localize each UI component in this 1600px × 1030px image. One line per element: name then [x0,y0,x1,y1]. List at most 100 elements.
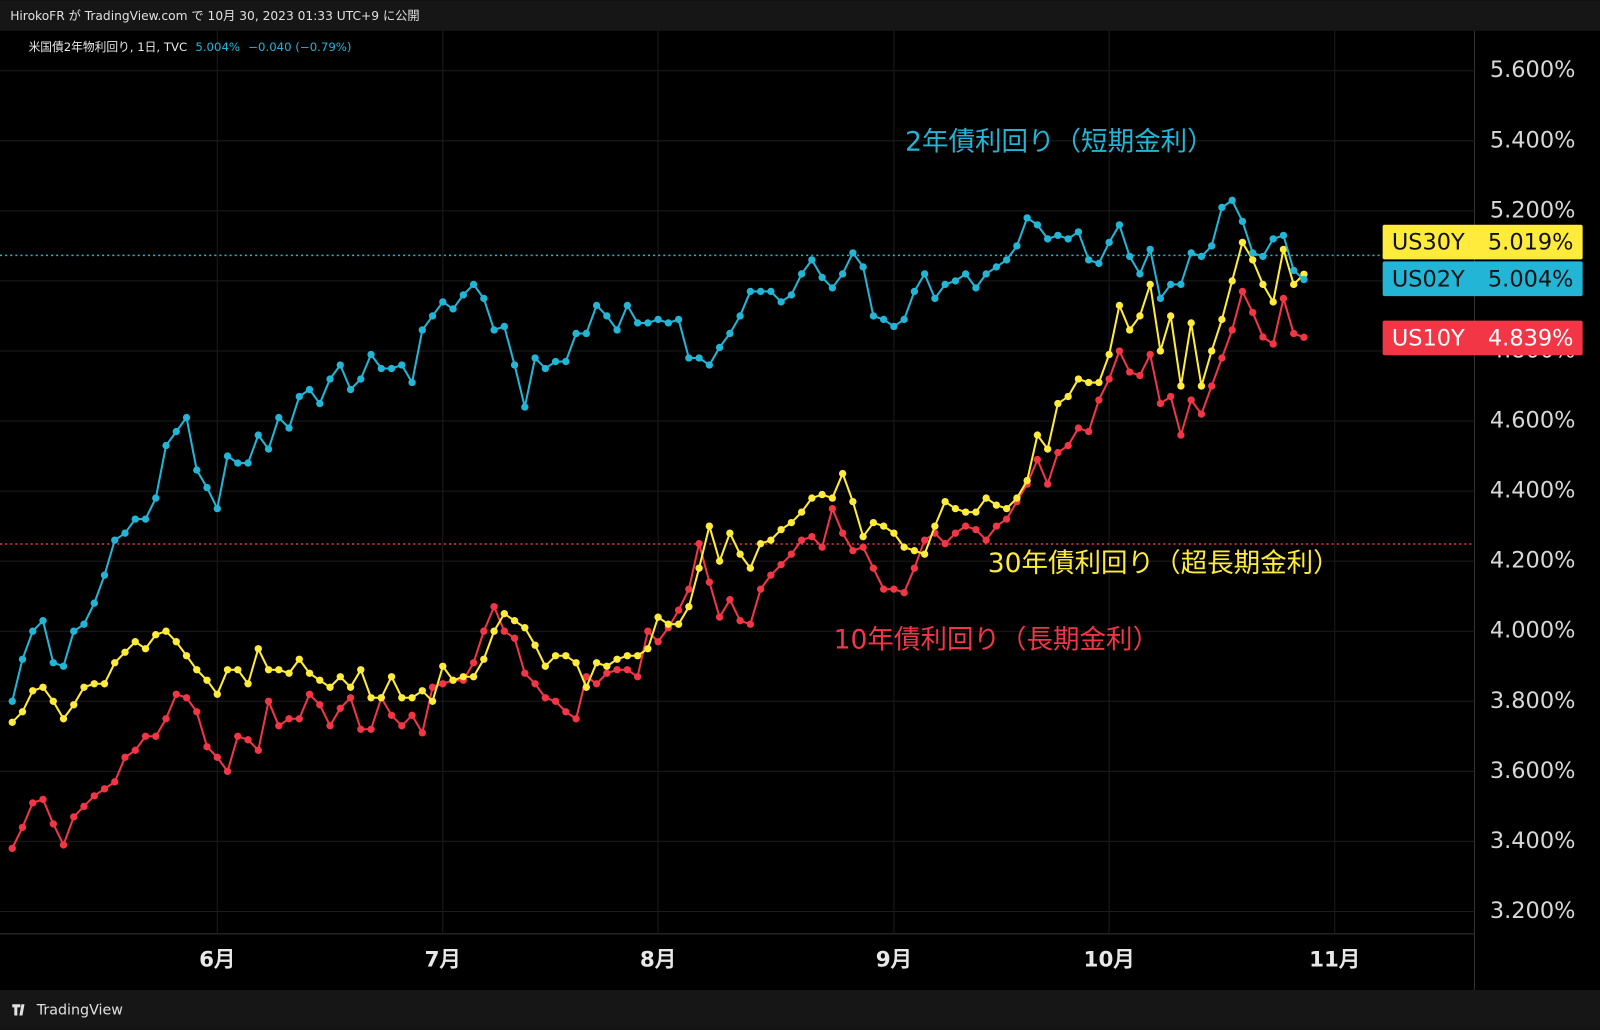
data-point [398,361,406,369]
data-point [234,459,242,467]
data-point [1197,252,1206,261]
data-point [111,778,119,786]
data-point [39,795,47,804]
data-point [428,697,437,705]
data-point [1269,298,1277,306]
data-point [182,413,191,422]
data-point [1279,245,1288,254]
data-point [818,543,826,551]
data-point [459,291,467,299]
data-point [736,312,744,320]
data-point [285,669,293,677]
data-point [623,666,632,674]
header-bar [0,0,1600,31]
data-point [193,466,201,474]
data-point [285,424,293,432]
annotation: 2年債利回り（短期金利） [905,127,1214,158]
price-label-value: 4.839% [1488,325,1574,351]
data-point [1259,252,1267,261]
data-point [1156,347,1165,355]
data-point [8,718,16,726]
data-point [1013,242,1021,250]
data-point [879,585,888,593]
data-point [715,343,724,352]
data-point [767,536,775,544]
data-point [1279,231,1288,240]
data-point [8,844,16,853]
data-point [408,711,416,719]
data-point [941,497,949,506]
data-point [213,504,221,513]
data-point [756,585,765,593]
data-point [972,525,980,534]
data-point [787,291,796,299]
data-point [203,676,211,684]
data-point [1249,308,1257,317]
data-point [1208,382,1216,390]
data-point [193,708,201,716]
data-point [18,655,27,663]
data-point [1136,371,1144,380]
data-point [685,585,693,593]
data-point [674,620,683,628]
price-label-box [1382,224,1583,260]
data-point [439,680,447,688]
data-point [920,270,929,278]
data-point [849,546,857,555]
data-point [131,515,139,523]
data-point [1290,329,1298,338]
data-point [736,550,744,558]
data-point [254,645,262,653]
data-point [715,557,724,565]
data-point [367,725,375,733]
data-point [1033,455,1042,464]
data-point [1064,235,1072,243]
footer-brand: TradingView [36,1002,124,1018]
data-point [859,543,867,551]
data-point [941,280,949,289]
data-point [613,666,621,674]
data-point [992,263,1001,271]
data-point [469,673,478,681]
data-point [1136,312,1144,320]
data-point [80,683,88,691]
data-point [767,571,775,579]
data-point [685,354,693,362]
grid [0,30,1475,934]
data-point [500,322,508,331]
data-point [562,652,570,660]
y-tick-label: 5.200% [1490,197,1576,223]
data-point [70,627,78,635]
data-point [756,287,765,296]
data-point [920,550,929,558]
data-point [736,617,744,625]
data-point [1125,368,1134,376]
data-point [674,315,683,324]
y-tick-label: 4.000% [1490,618,1576,644]
data-point [951,277,960,285]
data-point [1095,378,1103,387]
data-point [29,627,37,635]
data-point [572,715,580,723]
data-point [797,536,806,544]
data-point [521,624,529,632]
data-point [787,550,796,558]
plot [0,196,1475,853]
data-point [674,606,683,614]
data-point [387,364,396,373]
data-point [295,655,303,663]
y-tick-label: 3.200% [1490,898,1576,924]
data-point [367,694,375,702]
data-point [8,697,16,705]
data-point [152,494,160,502]
data-point [480,294,488,303]
data-point [685,603,693,611]
price-label-box [1382,320,1583,356]
legend-change: −0.040 (−0.79%) [248,40,351,54]
data-point [551,697,560,705]
data-point [70,813,78,821]
data-point [305,690,314,698]
data-point [70,701,78,709]
data-point [1249,256,1257,264]
data-point [1074,375,1083,383]
